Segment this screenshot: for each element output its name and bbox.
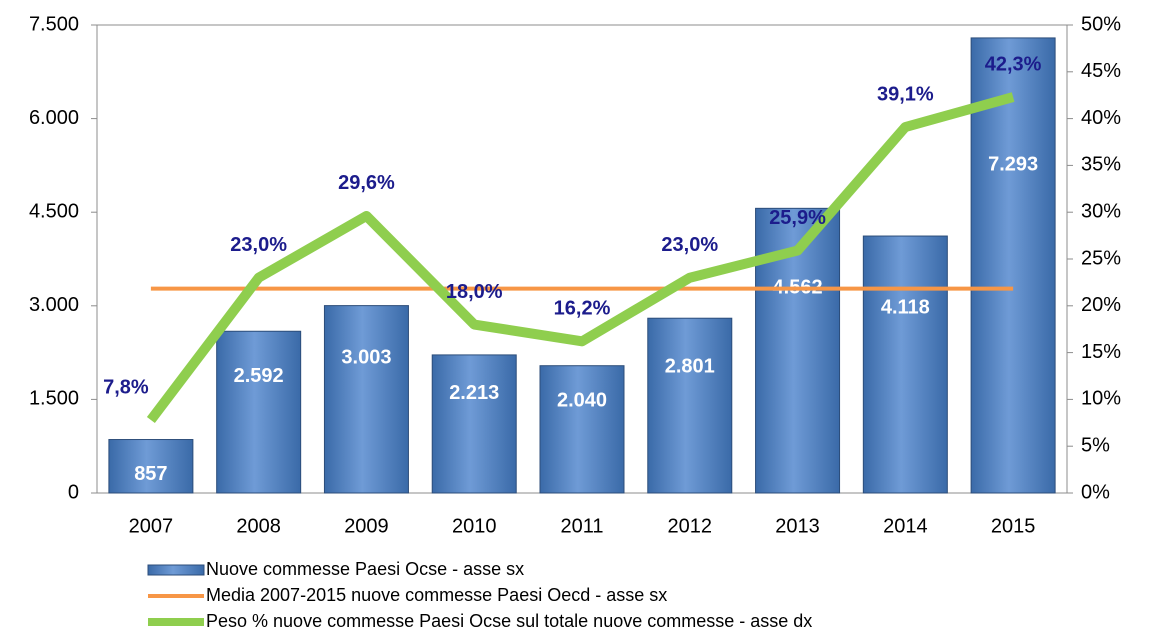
x-tick-label: 2015 <box>991 515 1036 537</box>
y2-tick-label: 45% <box>1081 60 1121 82</box>
x-tick-label: 2009 <box>344 515 389 537</box>
bar <box>431 354 517 494</box>
x-tick-label: 2011 <box>560 515 603 537</box>
legend-label: Peso % nuove commesse Paesi Ocse sul tot… <box>206 611 812 631</box>
bar-value-label: 2.040 <box>557 390 607 412</box>
x-tick-label: 2012 <box>668 515 713 537</box>
line-value-label: 25,9% <box>769 207 826 229</box>
y2-tick-label: 10% <box>1081 388 1121 410</box>
y2-tick-label: 50% <box>1081 13 1121 35</box>
bar <box>970 37 1056 494</box>
y-tick-label: 3.000 <box>29 294 79 316</box>
bar <box>862 235 948 494</box>
x-tick-label: 2013 <box>775 515 820 537</box>
line-value-label: 23,0% <box>661 234 718 256</box>
y-tick-label: 7.500 <box>29 13 79 35</box>
line-value-label: 39,1% <box>877 83 934 105</box>
y2-tick-label: 0% <box>1081 481 1110 503</box>
y2-tick-label: 35% <box>1081 154 1121 176</box>
bar <box>323 305 409 494</box>
bar-value-label: 4.118 <box>881 296 930 318</box>
line-value-label: 23,0% <box>230 234 287 256</box>
line <box>146 92 1015 424</box>
x-tick-label: 2010 <box>452 515 497 537</box>
line-value-label: 18,0% <box>446 281 503 303</box>
y2-tick-label: 15% <box>1081 341 1121 363</box>
bar-value-label: 2.592 <box>234 365 284 387</box>
x-tick-label: 2014 <box>883 515 928 537</box>
line-value-label: 29,6% <box>338 172 395 194</box>
bar-value-label: 3.003 <box>341 346 391 368</box>
y2-tick-label: 40% <box>1081 107 1121 129</box>
x-tick-label: 2007 <box>129 515 174 537</box>
legend-label: Nuove commesse Paesi Ocse - asse sx <box>206 559 524 579</box>
line-value-label: 16,2% <box>554 298 611 320</box>
bar <box>216 330 302 494</box>
y-tick-label: 4.500 <box>29 200 79 222</box>
y2-tick-label: 30% <box>1081 200 1121 222</box>
bar <box>539 365 625 494</box>
line-value-label: 42,3% <box>985 53 1042 75</box>
y-tick-label: 1.500 <box>29 388 79 410</box>
bar <box>647 317 733 494</box>
y2-tick-label: 20% <box>1081 294 1121 316</box>
y-tick-label: 0 <box>68 481 79 503</box>
bar-value-label: 857 <box>134 463 167 485</box>
y2-tick-label: 25% <box>1081 247 1121 269</box>
y-tick-label: 6.000 <box>29 107 79 129</box>
y2-tick-label: 5% <box>1081 434 1110 456</box>
bar-value-label: 7.293 <box>988 154 1038 176</box>
bar-value-label: 2.801 <box>665 355 715 377</box>
line-value-label: 7,8% <box>103 376 149 398</box>
legend-swatch <box>147 564 205 576</box>
bar <box>108 439 194 494</box>
legend-label: Media 2007-2015 nuove commesse Paesi Oec… <box>206 585 667 605</box>
x-tick-label: 2008 <box>236 515 281 537</box>
bar-value-label: 2.213 <box>449 382 499 404</box>
